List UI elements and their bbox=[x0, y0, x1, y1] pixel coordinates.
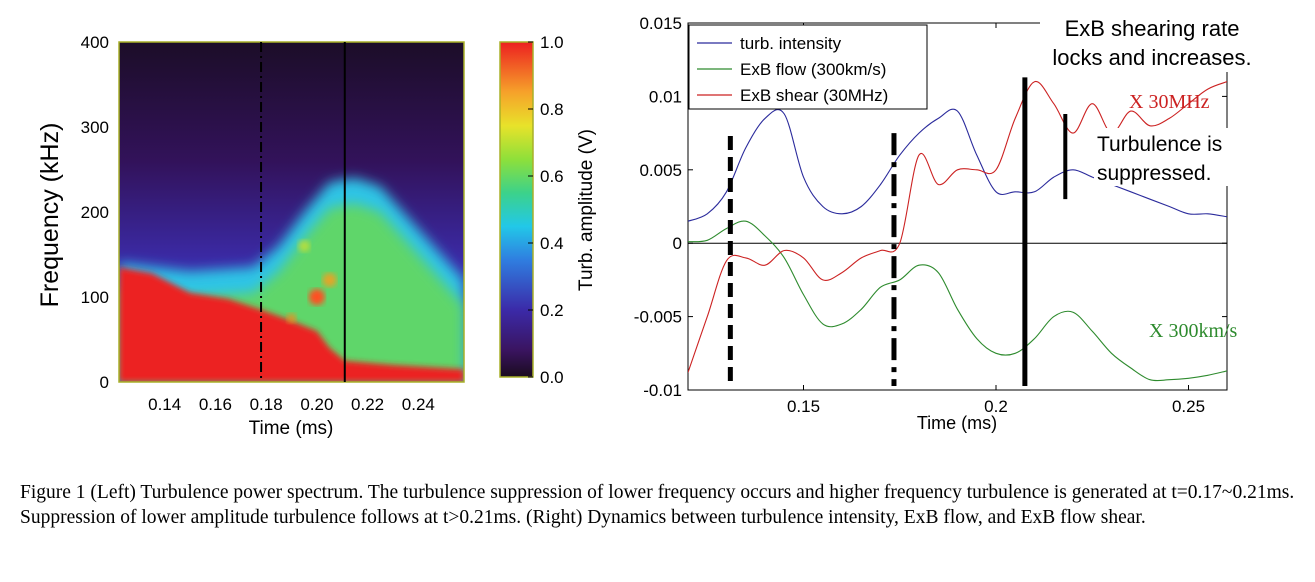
heatmap-x-tick-label: 0.18 bbox=[250, 395, 283, 414]
heatmap-x-tick-labels: 0.14 0.16 0.18 0.20 0.22 0.24 bbox=[148, 395, 435, 414]
line-x-tick-labels: 0.15 0.2 0.25 bbox=[787, 23, 1205, 416]
colorbar-tick-label: 0.0 bbox=[540, 368, 564, 387]
line-y-tick-label: 0.015 bbox=[639, 14, 682, 33]
annotation-suppressed-line2: suppressed. bbox=[1097, 162, 1211, 185]
line-y-tick-label: 0.01 bbox=[649, 87, 682, 106]
line-x-axis-label: Time (ms) bbox=[917, 413, 997, 433]
figure-caption: Figure 1 (Left) Turbulence power spectru… bbox=[20, 482, 1295, 528]
heatmap-y-tick-labels: 0 100 200 300 400 bbox=[81, 33, 109, 392]
line-series-group bbox=[688, 81, 1227, 382]
heatmap-hot-spot bbox=[322, 273, 337, 287]
annotation-suppressed-line1: Turbulence is bbox=[1097, 133, 1222, 156]
heatmap-hot-spot bbox=[308, 289, 325, 305]
line-y-tick-label: 0.005 bbox=[639, 161, 682, 180]
series-exb-flow bbox=[688, 220, 1227, 382]
heatmap-x-tick-label: 0.24 bbox=[402, 395, 435, 414]
line-chart: 0.15 0.2 0.25 -0.01 -0.005 0 0.005 0.01 0.015 T… bbox=[634, 12, 1262, 433]
heatmap-x-tick-label: 0.14 bbox=[148, 395, 181, 414]
annotation-backdrop-2 bbox=[1094, 128, 1234, 186]
annotation-x300kms: X 300km/s bbox=[1149, 320, 1238, 342]
annotation-backdrop bbox=[1040, 12, 1262, 72]
heatmap-hot-spots bbox=[286, 240, 337, 324]
annotation-x30mhz: X 30MHz bbox=[1129, 91, 1210, 113]
heatmap-y-tick-label: 100 bbox=[81, 288, 109, 307]
colorbar-tick-label: 1.0 bbox=[540, 33, 564, 52]
line-y-tick-label: -0.01 bbox=[643, 381, 682, 400]
colorbar-tick-label: 0.8 bbox=[540, 100, 564, 119]
legend-label-exb-flow: ExB flow (300km/s) bbox=[740, 60, 886, 79]
annotation-shear-rate-line1: ExB shearing rate bbox=[1065, 16, 1240, 41]
line-y-tick-label: -0.005 bbox=[634, 308, 682, 327]
heatmap-y-tick-label: 0 bbox=[100, 373, 109, 392]
colorbar bbox=[499, 41, 534, 378]
series-turb-intensity bbox=[688, 108, 1227, 222]
legend-label-turb-intensity: turb. intensity bbox=[740, 34, 842, 53]
heatmap-x-axis-label: Time (ms) bbox=[249, 418, 334, 439]
line-y-tick-label: 0 bbox=[673, 234, 682, 253]
line-y-tick-labels: -0.01 -0.005 0 0.005 0.01 0.015 bbox=[634, 14, 1227, 400]
colorbar-tick-label: 0.4 bbox=[540, 234, 564, 253]
colorbar-tick-label: 0.2 bbox=[540, 301, 564, 320]
heatmap-hot-spot bbox=[298, 240, 311, 252]
heatmap-time-markers bbox=[260, 42, 346, 382]
legend-label-exb-shear: ExB shear (30MHz) bbox=[740, 86, 888, 105]
line-x-tick-label: 0.25 bbox=[1172, 397, 1205, 416]
line-vertical-markers bbox=[727, 77, 1068, 386]
heatmap-x-tick-label: 0.16 bbox=[199, 395, 232, 414]
heatmap-x-tick-label: 0.20 bbox=[300, 395, 333, 414]
heatmap-hot-spot bbox=[286, 313, 297, 324]
line-x-tick-label: 0.2 bbox=[984, 397, 1008, 416]
legend: turb. intensity ExB flow (300km/s) ExB s… bbox=[688, 24, 928, 110]
colorbar-label: Turb. amplitude (V) bbox=[576, 129, 597, 291]
heatmap-y-tick-label: 400 bbox=[81, 33, 109, 52]
heatmap-y-tick-label: 300 bbox=[81, 118, 109, 137]
line-x-tick-label: 0.15 bbox=[787, 397, 820, 416]
annotation-shear-rate-line2: locks and increases. bbox=[1052, 45, 1251, 70]
heatmap-y-axis-label: Frequency (kHz) bbox=[36, 123, 64, 308]
colorbar-tick-label: 0.6 bbox=[540, 167, 564, 186]
heatmap-high-amplitude-region bbox=[119, 267, 464, 382]
heatmap-frame bbox=[118, 41, 465, 383]
colorbar-tick-labels: 0.0 0.2 0.4 0.6 0.8 1.0 bbox=[528, 33, 564, 387]
heatmap-y-tick-label: 200 bbox=[81, 203, 109, 222]
series-exb-shear bbox=[688, 81, 1227, 373]
heatmap-field bbox=[119, 42, 464, 382]
heatmap-x-tick-label: 0.22 bbox=[351, 395, 384, 414]
heatmap-chart: 0.14 0.16 0.18 0.20 0.22 0.24 0 100 200 300 400 T… bbox=[36, 33, 597, 439]
